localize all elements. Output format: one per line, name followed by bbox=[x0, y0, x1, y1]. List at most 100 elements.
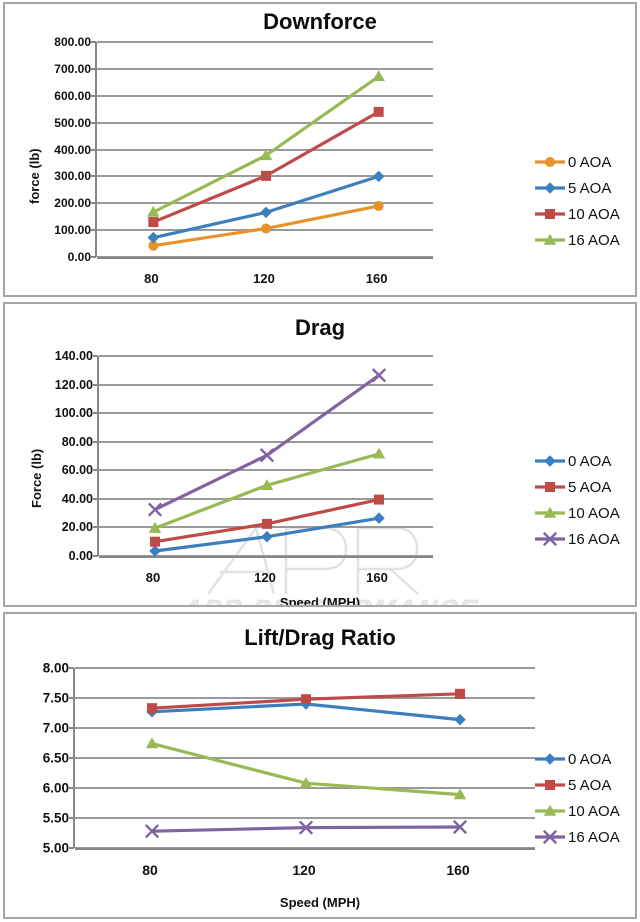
legend-label: 10 AOA bbox=[568, 205, 620, 223]
y-tick-mark bbox=[93, 412, 98, 415]
legend-item[interactable]: 16 AOA bbox=[533, 824, 620, 850]
y-tick-label: 100.00 bbox=[54, 223, 91, 238]
y-tick-label: 60.00 bbox=[61, 463, 93, 478]
y-tick-mark bbox=[91, 229, 96, 232]
gridline bbox=[97, 94, 433, 97]
data-point-marker bbox=[455, 688, 465, 699]
plot-area-drag bbox=[93, 355, 433, 558]
x-tick-label: 80 bbox=[144, 271, 159, 286]
x-axis-line bbox=[99, 556, 433, 558]
y-tick-mark bbox=[69, 817, 74, 819]
data-point-marker bbox=[374, 494, 384, 505]
x-tick-label: 120 bbox=[253, 271, 275, 286]
y-tick-mark bbox=[69, 667, 74, 669]
data-point-marker bbox=[261, 223, 271, 234]
gridline bbox=[99, 469, 433, 472]
legend-item[interactable]: 0 AOA bbox=[533, 746, 620, 772]
data-point-marker bbox=[261, 530, 273, 543]
legend-drag: 0 AOA 5 AOA 10 AOA 16 AOA bbox=[533, 448, 620, 552]
legend-item[interactable]: 5 AOA bbox=[533, 175, 620, 201]
chart-panel-lift-drag-ratio: Lift/Drag Ratio 5.00 5.50 6.00 6.50 7.00 7.50… bbox=[3, 612, 637, 919]
plot-wrapper-drag: " APR PERFORMANCE Force (lb) 0.0020.0040… bbox=[5, 340, 635, 605]
x-axis-label-downforce: Speed (MPH) bbox=[5, 296, 635, 297]
y-tick-mark bbox=[69, 727, 74, 729]
data-point-marker bbox=[147, 231, 160, 244]
y-tick-label: 400.00 bbox=[54, 142, 91, 157]
data-point-marker bbox=[260, 206, 272, 219]
legend-label: 0 AOA bbox=[568, 750, 612, 768]
legend-item[interactable]: 0 AOA bbox=[533, 149, 620, 175]
y-tick-label: 7.00 bbox=[42, 720, 69, 736]
y-tick-mark bbox=[91, 202, 96, 205]
data-point-marker bbox=[453, 788, 467, 800]
y-axis-ticks-drag: 0.00 20.00 40.00 60.00 80.00 100.00 120.00 140.… bbox=[31, 349, 93, 563]
legend-label: 16 AOA bbox=[568, 828, 620, 846]
y-tick-mark bbox=[91, 41, 96, 43]
legend-marker-icon bbox=[535, 182, 565, 194]
legend-label: 10 AOA bbox=[568, 802, 620, 820]
x-tick-label: 120 bbox=[254, 570, 276, 585]
legend-item[interactable]: 0 AOA bbox=[533, 448, 620, 474]
chart-panel-downforce: Downforce force (lb) 0.00 100.00 200.00 300… bbox=[3, 2, 637, 297]
x-axis-label-drag: Speed (MPH) bbox=[279, 595, 361, 607]
data-point-marker bbox=[373, 200, 384, 211]
legend-item[interactable]: 5 AOA bbox=[533, 772, 620, 798]
y-tick-mark bbox=[69, 757, 74, 759]
y-tick-label: 8.00 bbox=[42, 660, 69, 676]
y-tick-label: 140.00 bbox=[54, 349, 93, 363]
y-tick-mark bbox=[91, 94, 96, 97]
gridline bbox=[99, 497, 433, 500]
gridline bbox=[75, 817, 535, 819]
legend-marker-icon bbox=[535, 482, 565, 492]
gridline bbox=[99, 355, 433, 357]
y-tick-label: 6.50 bbox=[42, 750, 69, 766]
legend-label: 10 AOA bbox=[568, 504, 620, 522]
gridline bbox=[99, 440, 433, 443]
y-tick-label: 300.00 bbox=[54, 169, 91, 184]
x-tick-label: 120 bbox=[292, 862, 316, 878]
legend-item[interactable]: 10 AOA bbox=[533, 798, 620, 824]
y-tick-label: 80.00 bbox=[61, 434, 93, 449]
data-point-marker bbox=[452, 819, 468, 835]
legend-item[interactable]: 10 AOA bbox=[533, 201, 620, 227]
legend-marker-icon bbox=[535, 233, 565, 245]
y-tick-mark bbox=[93, 440, 98, 443]
plot-wrapper-lift-drag-ratio: 5.00 5.50 6.00 6.50 7.00 7.50 8.00 80 120 160 Sp… bbox=[5, 650, 635, 911]
x-tick-label: 160 bbox=[366, 570, 388, 585]
data-point-marker bbox=[259, 149, 273, 161]
y-tick-label: 5.50 bbox=[42, 810, 69, 826]
legend-marker-icon bbox=[535, 804, 565, 816]
y-tick-mark bbox=[93, 383, 98, 386]
data-point-marker bbox=[454, 713, 466, 726]
y-tick-mark bbox=[69, 697, 74, 699]
y-tick-label: 5.00 bbox=[42, 840, 69, 856]
y-tick-mark bbox=[93, 497, 98, 500]
plot-area-downforce bbox=[91, 41, 433, 259]
data-point-marker bbox=[301, 694, 311, 705]
chart-title-downforce: Downforce bbox=[263, 9, 377, 34]
legend-item[interactable]: 16 AOA bbox=[533, 526, 620, 552]
y-tick-label: 700.00 bbox=[54, 61, 91, 76]
y-tick-mark bbox=[91, 175, 96, 178]
legend-item[interactable]: 5 AOA bbox=[533, 474, 620, 500]
legend-item[interactable]: 10 AOA bbox=[533, 500, 620, 526]
legend-label: 5 AOA bbox=[568, 179, 612, 197]
data-point-marker bbox=[372, 447, 386, 459]
legend-label: 5 AOA bbox=[568, 478, 612, 496]
y-tick-label: 20.00 bbox=[61, 520, 93, 535]
data-point-marker bbox=[147, 703, 157, 714]
legend-marker-icon bbox=[535, 455, 565, 467]
legend-item[interactable]: 16 AOA bbox=[533, 227, 620, 253]
y-tick-label: 6.00 bbox=[42, 780, 69, 796]
legend-marker-icon bbox=[535, 506, 565, 518]
gridline bbox=[97, 67, 433, 70]
y-tick-label: 120.00 bbox=[54, 377, 93, 392]
x-axis-line bbox=[75, 848, 535, 850]
data-point-marker bbox=[147, 205, 160, 217]
y-tick-label: 7.50 bbox=[42, 690, 69, 706]
y-tick-label: 40.00 bbox=[61, 491, 93, 506]
y-tick-label: 100.00 bbox=[54, 406, 93, 421]
gridline bbox=[99, 412, 433, 415]
data-point-marker bbox=[148, 521, 162, 533]
